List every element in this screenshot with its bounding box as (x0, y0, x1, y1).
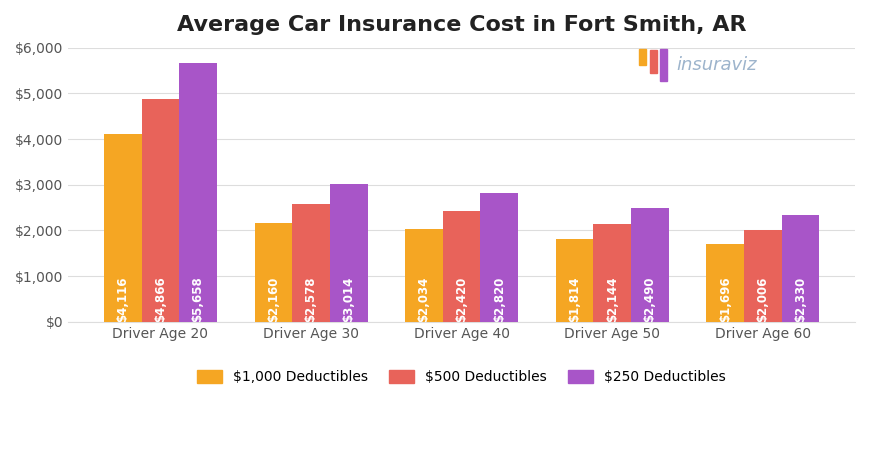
Text: $2,034: $2,034 (417, 276, 430, 322)
Bar (630, 208, 668, 322)
Text: $4,116: $4,116 (116, 276, 129, 322)
Text: $2,420: $2,420 (454, 276, 468, 322)
Bar (706, 244, 743, 322)
Text: $2,578: $2,578 (304, 276, 317, 322)
Bar (593, 224, 630, 322)
Text: $3,014: $3,014 (342, 276, 355, 322)
Text: $2,490: $2,490 (642, 276, 655, 322)
Bar (780, 216, 819, 322)
Bar (555, 239, 593, 322)
Bar (405, 229, 442, 322)
Title: Average Car Insurance Cost in Fort Smith, AR: Average Car Insurance Cost in Fort Smith… (176, 15, 746, 35)
Bar (442, 212, 480, 322)
Text: $5,658: $5,658 (191, 276, 204, 322)
Bar (329, 184, 367, 322)
Text: $1,814: $1,814 (567, 276, 580, 322)
Text: $2,330: $2,330 (793, 276, 806, 322)
Bar (480, 193, 517, 322)
Bar (142, 99, 179, 322)
Bar (255, 223, 292, 322)
Text: $2,006: $2,006 (755, 276, 768, 322)
Text: $1,696: $1,696 (718, 276, 731, 322)
Text: insuraviz: insuraviz (675, 56, 756, 74)
Bar (104, 134, 142, 322)
Text: $4,866: $4,866 (154, 276, 167, 322)
Text: $2,820: $2,820 (492, 276, 505, 322)
Bar (292, 204, 329, 322)
Text: $2,144: $2,144 (605, 276, 618, 322)
Bar (743, 230, 780, 322)
Bar (179, 63, 216, 322)
Legend: $1,000 Deductibles, $500 Deductibles, $250 Deductibles: $1,000 Deductibles, $500 Deductibles, $2… (191, 364, 731, 390)
Text: $2,160: $2,160 (267, 276, 280, 322)
